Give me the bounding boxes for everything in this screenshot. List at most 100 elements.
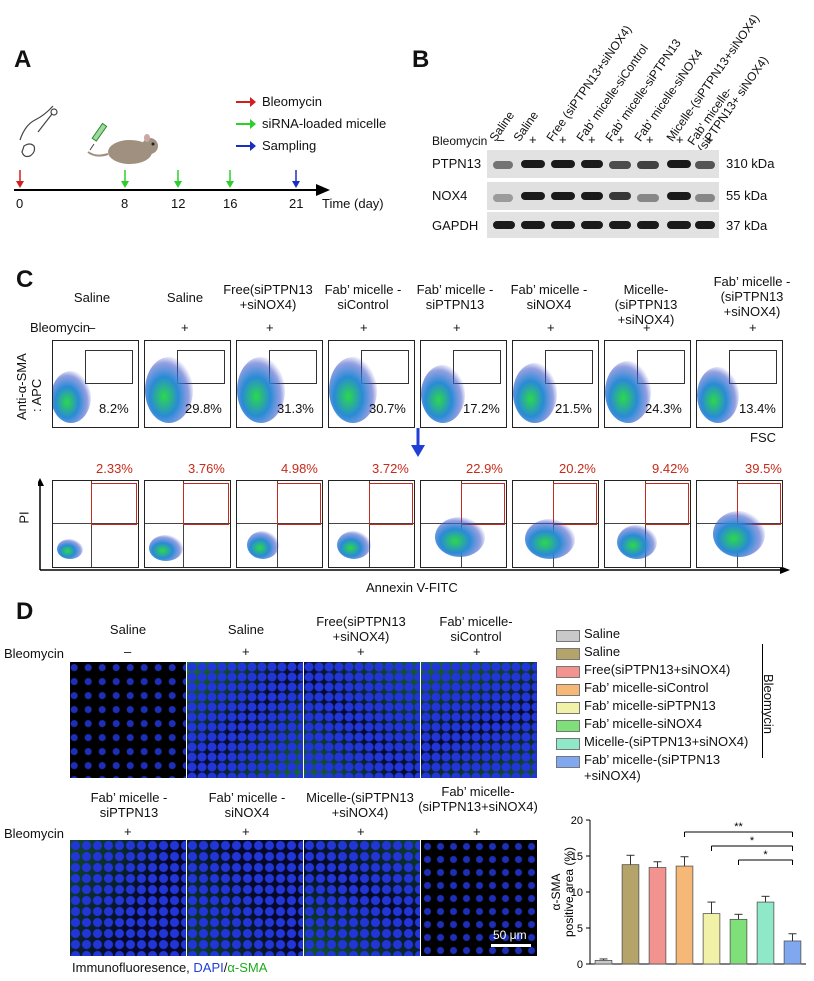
mouse-illustration — [10, 100, 160, 170]
sirna-arrow-day12 — [174, 170, 182, 188]
bar-2 — [621, 864, 640, 965]
annex-plot-2 — [144, 480, 231, 568]
wb-sign-4: + — [588, 132, 596, 147]
if-row1-bleomycin: Bleomycin — [4, 646, 64, 661]
wb-size-gapdh: 37 kDa — [726, 218, 768, 233]
bar-6 — [729, 918, 748, 965]
wb-sign-8: + — [706, 132, 714, 147]
legend-swatch-7 — [556, 738, 580, 750]
fc-sma-pct-1: 8.2% — [99, 401, 129, 416]
legend-text-8: Fab’ micelle-(siPTPN13 +siNOX4) — [584, 752, 721, 783]
fc-sma-plot-3: 31.3% — [236, 340, 323, 428]
y-tick-label: 15 — [571, 851, 583, 863]
if-row1-sign-3: + — [357, 644, 365, 659]
apop-pct-8: 39.5% — [745, 461, 782, 476]
apop-pct-3: 4.98% — [281, 461, 318, 476]
y-tick-label: 0 — [577, 959, 583, 971]
bar-7 — [756, 901, 775, 965]
fc-sma-pct-7: 24.3% — [645, 401, 682, 416]
caption-prefix: Immunofluoresence, — [72, 960, 194, 975]
fc-sign-3: + — [266, 320, 274, 335]
tick-8: 8 — [121, 196, 129, 211]
down-arrow-icon — [410, 428, 426, 463]
fc-group-4: Fab’ micelle -siControl — [324, 282, 402, 312]
legend-text-1: Saline — [584, 626, 621, 641]
fc-group-2: Saline — [166, 290, 204, 305]
legend-swatch-2 — [556, 648, 580, 660]
wb-row-nox4: NOX4 — [432, 188, 468, 203]
fc-group-6: Fab’ micelle -siNOX4 — [510, 282, 588, 312]
fc-sma-pct-5: 17.2% — [463, 401, 500, 416]
annex-plot-7 — [604, 480, 691, 568]
panel-b-label: B — [412, 46, 430, 73]
legend-text-4: Fab’ micelle-siControl — [584, 680, 709, 695]
scale-bar — [491, 944, 531, 947]
fc-sign-2: + — [181, 320, 189, 335]
wb-sign-7: + — [676, 132, 684, 147]
y-tick-label: 10 — [571, 887, 583, 899]
bleomycin-arrow — [16, 170, 24, 188]
fc-sma-plot-1: 8.2% — [52, 340, 139, 428]
scale-bar-label: 50 μm — [493, 928, 527, 942]
legend-swatch-4 — [556, 684, 580, 696]
wb-row-ptpn13: PTPN13 — [432, 156, 482, 171]
apop-pct-4: 3.72% — [372, 461, 409, 476]
caption-slash: / — [223, 960, 228, 975]
legend-text-5: Fab’ micelle-siPTPN13 — [584, 698, 716, 713]
fc-sma-plot-5: 17.2% — [420, 340, 507, 428]
fc-sign-5: + — [453, 320, 461, 335]
fc-sma-pct-3: 31.3% — [277, 401, 314, 416]
apop-pct-1: 2.33% — [96, 461, 133, 476]
annex-plot-6 — [512, 480, 599, 568]
fc-sma-plot-8: 13.4% — [696, 340, 783, 428]
fc-y-axis-label: Anti-α-SMA : APC — [14, 353, 44, 420]
if-row2-group-4: Fab’ micelle- (siPTPN13+siNOX4) — [418, 784, 538, 814]
tick-12: 12 — [171, 196, 186, 211]
fc-group-1: Saline — [73, 290, 111, 305]
apop-pct-6: 20.2% — [559, 461, 596, 476]
blot-nox4 — [487, 182, 719, 210]
if-row2-group-3: Micelle-(siPTPN13 +siNOX4) — [306, 790, 414, 820]
sig-label-1: ** — [734, 821, 743, 833]
legend-text-6: Fab’ micelle-siNOX4 — [584, 716, 702, 731]
panel-c-label: C — [16, 266, 34, 293]
sirna-arrow-day8 — [121, 170, 129, 188]
annex-plot-3 — [236, 480, 323, 568]
apop-pct-7: 9.42% — [652, 461, 689, 476]
apop-pct-2: 3.76% — [188, 461, 225, 476]
wb-size-ptpn13: 310 kDa — [726, 156, 775, 171]
fc-sma-pct-6: 21.5% — [555, 401, 592, 416]
legend-text-7: Micelle-(siPTPN13+siNOX4) — [584, 734, 749, 749]
legend-text-3: Free(siPTPN13+siNOX4) — [584, 662, 731, 677]
wb-size-nox4: 55 kDa — [726, 188, 768, 203]
legend-swatch-3 — [556, 666, 580, 678]
wb-sign-3: + — [559, 132, 567, 147]
tick-0: 0 — [16, 196, 24, 211]
if-image-saline-ctrl — [70, 662, 186, 778]
pi-label: PI — [16, 511, 32, 524]
fc-bleomycin-label: Bleomycin — [30, 320, 90, 335]
apoptosis-frame — [38, 478, 793, 574]
fc-sma-plot-6: 21.5% — [512, 340, 599, 428]
sma-bar-chart: 0 5 10 15 20 α-SMApositive area (%) ** * * — [548, 806, 814, 976]
apop-pct-5: 22.9% — [466, 461, 503, 476]
bar-4 — [675, 865, 694, 965]
panel-a-label: A — [14, 46, 32, 73]
if-image-sinox4 — [187, 840, 303, 956]
timeline-arrowhead — [316, 184, 330, 196]
bar-8 — [783, 940, 802, 965]
annex-plot-1 — [52, 480, 139, 568]
legend-text-2: Saline — [584, 644, 621, 659]
legend-swatch-1 — [556, 630, 580, 642]
legend-bracket — [762, 644, 763, 758]
panel-d-label: D — [16, 598, 34, 625]
y-axis-label: α-SMApositive area (%) — [549, 847, 576, 937]
fc-sign-7: + — [643, 320, 651, 335]
y-tick-label: 20 — [571, 815, 583, 827]
wb-sign-1: – — [497, 132, 505, 147]
if-row1-sign-2: + — [242, 644, 250, 659]
if-image-siptpn13 — [70, 840, 186, 956]
fc-sma-plot-2: 29.8% — [144, 340, 231, 428]
blot-gapdh — [487, 212, 719, 238]
if-row2-sign-2: + — [242, 824, 250, 839]
